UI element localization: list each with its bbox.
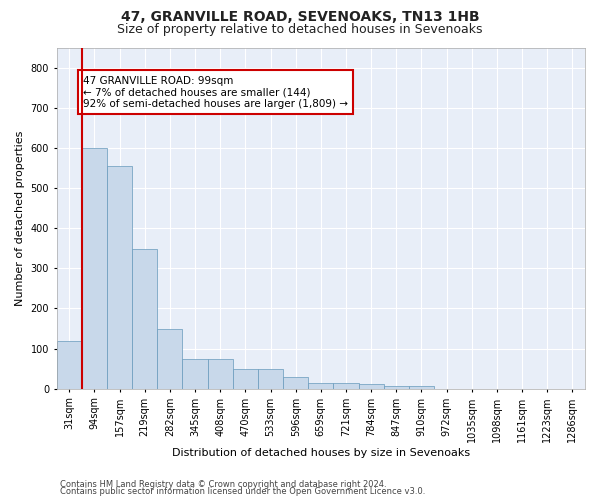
- Bar: [182, 358, 208, 389]
- Bar: [233, 368, 258, 389]
- Bar: [308, 383, 334, 389]
- Y-axis label: Number of detached properties: Number of detached properties: [15, 130, 25, 306]
- Bar: [359, 384, 384, 389]
- Bar: [157, 328, 182, 389]
- Bar: [107, 166, 132, 389]
- Text: Contains public sector information licensed under the Open Government Licence v3: Contains public sector information licen…: [60, 488, 425, 496]
- Bar: [82, 148, 107, 389]
- Text: Contains HM Land Registry data © Crown copyright and database right 2024.: Contains HM Land Registry data © Crown c…: [60, 480, 386, 489]
- Bar: [409, 386, 434, 389]
- Bar: [334, 383, 359, 389]
- Bar: [208, 358, 233, 389]
- Bar: [283, 377, 308, 389]
- X-axis label: Distribution of detached houses by size in Sevenoaks: Distribution of detached houses by size …: [172, 448, 470, 458]
- Bar: [132, 249, 157, 389]
- Text: 47, GRANVILLE ROAD, SEVENOAKS, TN13 1HB: 47, GRANVILLE ROAD, SEVENOAKS, TN13 1HB: [121, 10, 479, 24]
- Text: 47 GRANVILLE ROAD: 99sqm
← 7% of detached houses are smaller (144)
92% of semi-d: 47 GRANVILLE ROAD: 99sqm ← 7% of detache…: [83, 76, 348, 109]
- Bar: [258, 368, 283, 389]
- Text: Size of property relative to detached houses in Sevenoaks: Size of property relative to detached ho…: [117, 22, 483, 36]
- Bar: [56, 340, 82, 389]
- Bar: [384, 386, 409, 389]
